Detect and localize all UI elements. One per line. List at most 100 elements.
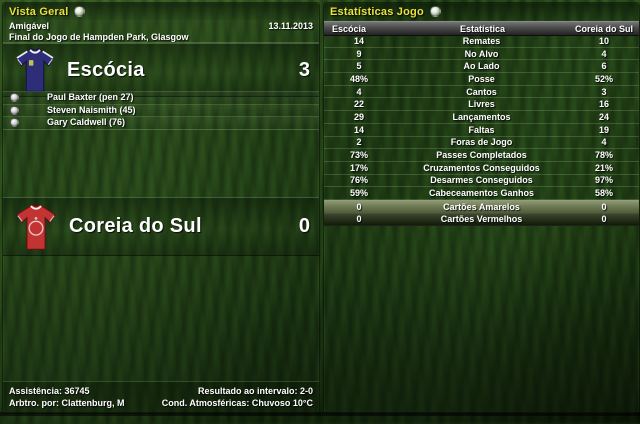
away-team-row[interactable]: Coreia do Sul 0 [3,197,319,256]
scorers-list: Paul Baxter (pen 27) Steven Naismith (45)… [3,91,319,130]
stat-name: Cartões Vermelhos [440,214,523,225]
stat-row: 2 Foras de Jogo 4 [324,137,639,150]
stat-home-value: 5 [356,61,362,72]
home-shirt-icon [16,47,54,92]
stat-home-value: 4 [356,86,362,97]
stat-name: Livres [468,99,495,110]
stat-row: 17% Cruzamentos Conseguidos 21% [324,162,639,175]
stat-home-value: 59% [349,188,368,199]
attendance-label: Assistência: 36745 [9,386,90,396]
stat-home-value: 29 [353,111,364,122]
stat-row: 48% Posse 52% [324,73,639,86]
stats-panel-titlebar[interactable]: Estatísticas Jogo [324,3,639,20]
home-team-name: Escócia [67,58,145,81]
stat-away-value: 78% [594,150,613,161]
stat-away-value: 0 [601,201,607,212]
stat-home-value: 76% [349,175,368,186]
stat-name: Cruzamentos Conseguidos [423,162,540,173]
scorer-name: Gary Caldwell (76) [47,117,126,128]
overview-panel-title: Vista Geral [9,5,69,18]
overview-panel-titlebar[interactable]: Vista Geral [3,3,319,20]
scorer-row[interactable]: Steven Naismith (45) [3,103,319,117]
stat-away-value: 16 [598,99,609,110]
stat-row: 14 Remates 10 [324,35,639,48]
stats-panel-title: Estatísticas Jogo [330,5,424,18]
stat-home-value: 14 [353,124,364,135]
conditions-label: Cond. Atmosféricas: Chuvoso 10°C [161,398,313,408]
competition-label: Amigável [9,21,50,31]
stat-name: Cabeceamentos Ganhos [428,188,535,199]
venue-label: Final do Jogo de Hampden Park, Glasgow [9,32,189,42]
stat-row: 22 Livres 16 [324,98,639,112]
overview-panel: Vista Geral Amigável 13.11.2013 Final do… [2,2,320,414]
away-team-name: Coreia do Sul [69,215,202,237]
stat-row: 0 Cartões Amarelos 0 [324,199,639,214]
stat-home-value: 17% [349,162,368,173]
window-bottom-edge [0,412,640,416]
header-away-team: Coreia do Sul [574,23,633,34]
stat-home-value: 22 [353,99,364,110]
goal-ball-icon [10,105,19,115]
scorer-name: Paul Baxter (pen 27) [47,92,134,103]
stat-home-value: 14 [353,35,364,46]
stat-name: Posse [468,73,495,84]
stats-panel: Estatísticas Jogo Escócia Estatística Co… [323,2,640,414]
stat-away-value: 3 [601,86,607,97]
stat-name: Faltas [468,124,495,135]
stat-away-value: 10 [598,35,609,46]
stat-home-value: 9 [356,48,362,59]
stat-home-value: 0 [356,214,362,225]
referee-label: Arbtro. por: Clattenburg, M [9,398,125,408]
stat-away-value: 97% [594,175,613,186]
stat-row: 5 Ao Lado 6 [324,60,639,74]
stat-name: Ao Lado [463,61,500,72]
stat-away-value: 0 [601,214,607,225]
stat-name: Cantos [466,86,497,97]
stat-row: 14 Faltas 19 [324,124,639,137]
stat-home-value: 48% [349,73,368,84]
stat-away-value: 4 [601,137,607,148]
stat-row: 9 No Alvo 4 [324,48,639,61]
football-icon [429,6,441,17]
goal-ball-icon [10,118,19,128]
stat-name: Passes Completados [436,150,527,161]
stat-name: Remates [462,35,501,46]
stat-home-value: 2 [356,137,362,148]
stat-row: 4 Cantos 3 [324,86,639,99]
stat-name: No Alvo [464,48,499,59]
home-team-row[interactable]: Escócia 3 [3,43,319,97]
home-team-score: 3 [298,58,310,81]
stats-table-body: 14 Remates 10 9 No Alvo 4 5 Ao Lado 6 48% Posse 52%… [324,35,639,227]
stat-name: Desarmes Conseguidos [430,175,533,186]
stat-home-value: 73% [349,150,368,161]
football-icon [74,6,86,17]
stat-name: Foras de Jogo [450,137,513,148]
header-home-team: Escócia [332,23,367,34]
match-footer: Assistência: 36745 Resultado ao interval… [3,381,319,412]
divider [3,42,319,43]
scorer-name: Steven Naismith (45) [47,104,136,115]
half-time-result-label: Resultado ao intervalo: 2-0 [197,386,313,396]
match-meta: Amigável 13.11.2013 Final do Jogo de Ham… [9,21,313,43]
stat-away-value: 52% [594,73,613,84]
stat-row: 0 Cartões Vermelhos 0 [324,213,639,227]
stat-away-value: 4 [601,48,607,59]
stat-away-value: 24 [598,111,609,122]
stat-row: 73% Passes Completados 78% [324,149,639,162]
scorer-row[interactable]: Paul Baxter (pen 27) [3,91,319,104]
stat-away-value: 21% [594,162,613,173]
scorer-row[interactable]: Gary Caldwell (76) [3,116,319,130]
stats-table-header: Escócia Estatística Coreia do Sul [324,21,639,36]
away-shirt-icon [16,203,56,250]
stat-row: 29 Lançamentos 24 [324,111,639,124]
stat-away-value: 19 [598,124,609,135]
stat-name: Lançamentos [452,111,511,122]
stat-row: 59% Cabeceamentos Ganhos 58% [324,187,639,200]
stat-name: Cartões Amarelos [443,201,520,212]
away-team-score: 0 [298,215,310,237]
header-statistic: Estatística [459,23,506,34]
stat-row: 76% Desarmes Conseguidos 97% [324,175,639,188]
match-date: 13.11.2013 [268,21,313,31]
stat-home-value: 0 [356,201,362,212]
stat-away-value: 58% [594,188,613,199]
